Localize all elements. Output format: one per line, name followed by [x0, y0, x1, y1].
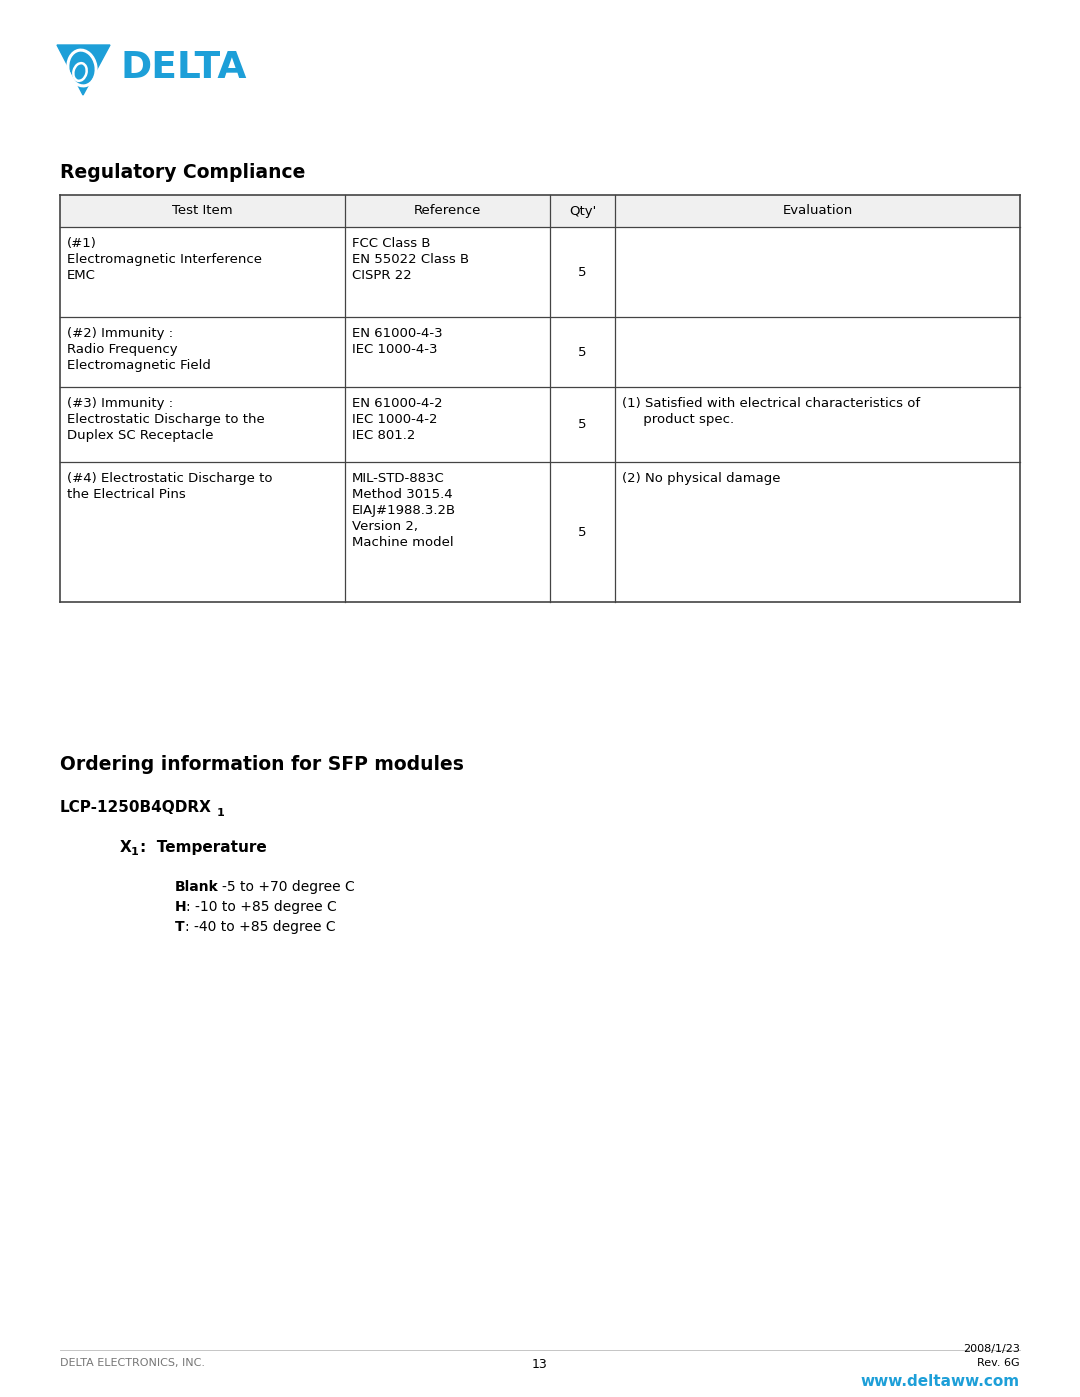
Text: EN 61000-4-2: EN 61000-4-2	[352, 397, 443, 409]
Text: EIAJ#1988.3.2B: EIAJ#1988.3.2B	[352, 504, 456, 517]
Text: Version 2,: Version 2,	[352, 520, 418, 534]
Text: DELTA: DELTA	[120, 50, 246, 87]
Text: www.deltaww.com: www.deltaww.com	[861, 1375, 1020, 1389]
Text: T: T	[175, 921, 185, 935]
Text: :  Temperature: : Temperature	[140, 840, 267, 855]
Text: (#1): (#1)	[67, 237, 97, 250]
Text: (2) No physical damage: (2) No physical damage	[622, 472, 781, 485]
Text: EN 61000-4-3: EN 61000-4-3	[352, 327, 443, 339]
Text: MIL-STD-883C: MIL-STD-883C	[352, 472, 445, 485]
Text: IEC 1000-4-2: IEC 1000-4-2	[352, 414, 437, 426]
Text: Duplex SC Receptacle: Duplex SC Receptacle	[67, 429, 214, 441]
Text: 1: 1	[217, 807, 225, 819]
Text: Radio Frequency: Radio Frequency	[67, 344, 177, 356]
Text: : -40 to +85 degree C: : -40 to +85 degree C	[185, 921, 336, 935]
Text: Evaluation: Evaluation	[782, 204, 852, 218]
Text: Qty': Qty'	[569, 204, 596, 218]
Text: : -5 to +70 degree C: : -5 to +70 degree C	[213, 880, 354, 894]
Text: 5: 5	[578, 418, 586, 432]
Text: IEC 801.2: IEC 801.2	[352, 429, 416, 441]
Text: 1: 1	[131, 847, 138, 856]
Text: 13: 13	[532, 1358, 548, 1370]
Text: Machine model: Machine model	[352, 536, 454, 549]
Text: 5: 5	[578, 345, 586, 359]
Text: Ordering information for SFP modules: Ordering information for SFP modules	[60, 754, 464, 774]
Text: 2008/1/23: 2008/1/23	[963, 1344, 1020, 1354]
Text: Regulatory Compliance: Regulatory Compliance	[60, 163, 306, 182]
Text: Electrostatic Discharge to the: Electrostatic Discharge to the	[67, 414, 265, 426]
Text: the Electrical Pins: the Electrical Pins	[67, 488, 186, 502]
Polygon shape	[57, 45, 110, 95]
Text: X: X	[120, 840, 132, 855]
Text: 5: 5	[578, 525, 586, 538]
Text: (#4) Electrostatic Discharge to: (#4) Electrostatic Discharge to	[67, 472, 272, 485]
Bar	[60, 196, 1020, 226]
Text: Blank: Blank	[175, 880, 219, 894]
Text: Reference: Reference	[414, 204, 482, 218]
Text: 5: 5	[578, 265, 586, 278]
Text: DELTA ELECTRONICS, INC.: DELTA ELECTRONICS, INC.	[60, 1358, 205, 1368]
Text: IEC 1000-4-3: IEC 1000-4-3	[352, 344, 437, 356]
Text: CISPR 22: CISPR 22	[352, 270, 411, 282]
Text: (#3) Immunity :: (#3) Immunity :	[67, 397, 173, 409]
Text: (#2) Immunity :: (#2) Immunity :	[67, 327, 173, 339]
Text: FCC Class B: FCC Class B	[352, 237, 431, 250]
Text: Test Item: Test Item	[172, 204, 233, 218]
Text: Rev. 6G: Rev. 6G	[977, 1358, 1020, 1368]
Text: LCP-1250B4QDRX: LCP-1250B4QDRX	[60, 800, 212, 814]
Text: : -10 to +85 degree C: : -10 to +85 degree C	[186, 900, 337, 914]
Text: H: H	[175, 900, 187, 914]
Text: product spec.: product spec.	[622, 414, 734, 426]
Text: Electromagnetic Interference: Electromagnetic Interference	[67, 253, 262, 265]
Text: EN 55022 Class B: EN 55022 Class B	[352, 253, 469, 265]
Text: Electromagnetic Field: Electromagnetic Field	[67, 359, 211, 372]
Text: (1) Satisfied with electrical characteristics of: (1) Satisfied with electrical characteri…	[622, 397, 920, 409]
Text: EMC: EMC	[67, 270, 96, 282]
Text: Method 3015.4: Method 3015.4	[352, 488, 453, 502]
